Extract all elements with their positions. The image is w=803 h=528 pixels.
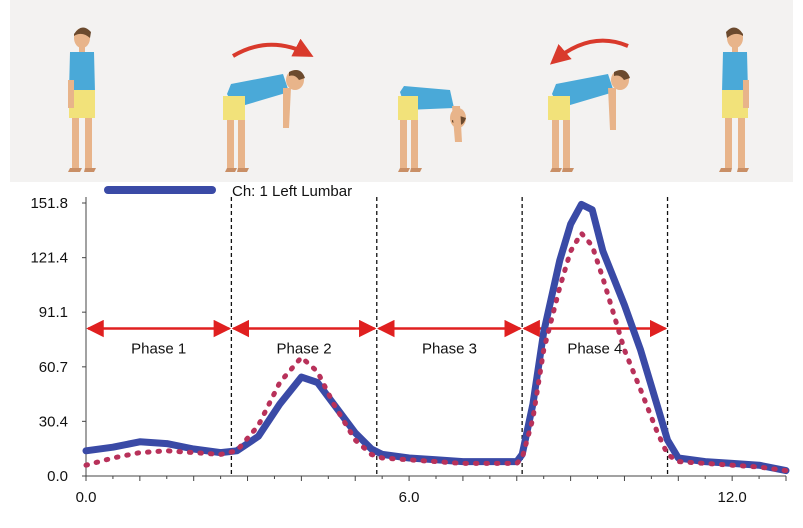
- y-tick-label: 151.8: [30, 195, 68, 212]
- returning-upright-figure: [548, 70, 630, 172]
- phase-label: Phase 2: [277, 341, 332, 358]
- y-tick-label: 30.4: [39, 413, 68, 430]
- y-tick-label: 0.0: [47, 468, 68, 485]
- y-tick-label: 60.7: [39, 359, 68, 376]
- bending-forward-figure: [223, 70, 305, 172]
- phase-arrows: Phase 1 Phase 2 Phase 3 Phase 4: [86, 319, 668, 358]
- series-line-dotted: [83, 228, 789, 474]
- series-line-left-lumbar: [82, 200, 790, 475]
- return-arrow-icon: [549, 38, 629, 65]
- phase-label: Phase 4: [567, 341, 622, 358]
- phase-label: Phase 3: [422, 341, 477, 358]
- lumbar-emg-chart: Phase 1 Phase 2 Phase 3 Phase 4 0.0 30.4 60.7…: [30, 183, 790, 506]
- x-tick-label: 6.0: [399, 489, 420, 506]
- x-tick-label: 0.0: [76, 489, 97, 506]
- movement-illustration: [10, 0, 793, 182]
- x-tick-label: 12.0: [718, 489, 747, 506]
- series-layer: [82, 200, 790, 475]
- standing-upright-figure-final: [719, 27, 749, 172]
- forward-bend-arrow-icon: [231, 38, 314, 58]
- y-tick-label: 121.4: [30, 250, 68, 267]
- legend: Ch: 1 Left Lumbar: [104, 183, 352, 200]
- y-tick-label: 91.1: [39, 304, 68, 321]
- legend-label: Ch: 1 Left Lumbar: [232, 183, 352, 200]
- axis-tick-labels: 0.0 30.4 60.7 91.1 121.4 151.8 0.0 6.0 12.0: [30, 195, 787, 506]
- phase-label: Phase 1: [131, 341, 186, 358]
- standing-upright-figure: [68, 27, 96, 172]
- chart-frame: [85, 197, 786, 480]
- full-flexion-figure: [398, 86, 466, 172]
